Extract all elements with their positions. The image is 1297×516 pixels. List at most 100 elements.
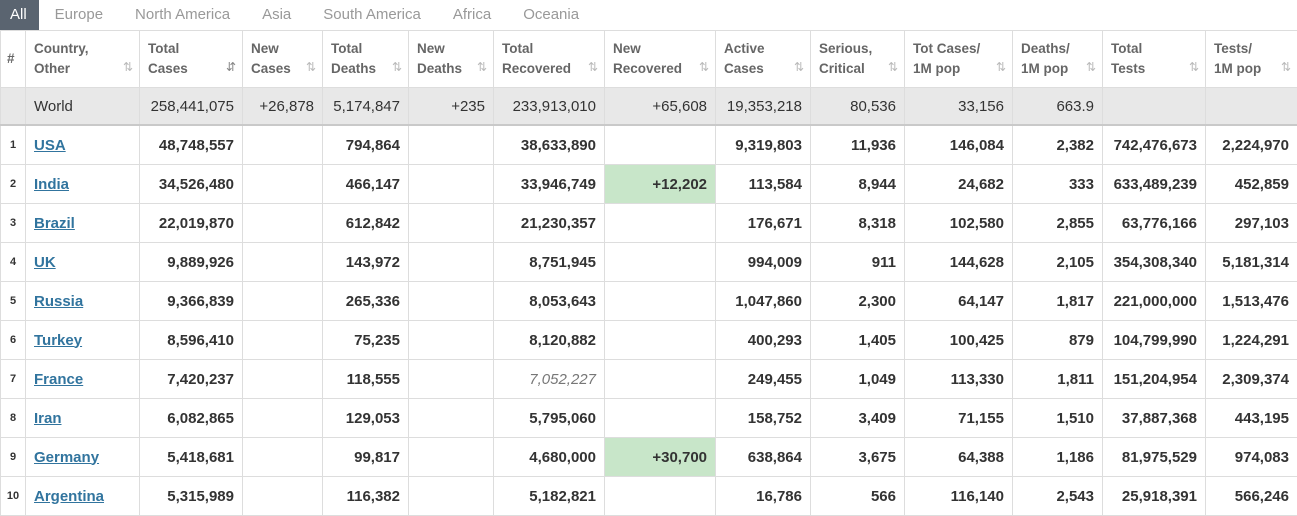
total-tests-cell: 104,799,990 bbox=[1103, 321, 1206, 360]
tab-south-america[interactable]: South America bbox=[307, 0, 437, 30]
new-deaths-cell bbox=[409, 243, 494, 282]
tests-per-million-cell: 2,224,970 bbox=[1206, 125, 1297, 165]
total-deaths-cell: 5,174,847 bbox=[323, 88, 409, 126]
country-link[interactable]: UK bbox=[34, 254, 56, 271]
new-deaths-cell bbox=[409, 438, 494, 477]
sort-icon[interactable]: ⇅ bbox=[996, 57, 1006, 77]
world-row: World 258,441,075 +26,878 5,174,847 +235… bbox=[1, 88, 1297, 126]
header-index: # bbox=[1, 31, 26, 88]
row-index: 4 bbox=[1, 243, 26, 282]
new-recovered-cell bbox=[605, 360, 716, 399]
serious-critical-cell: 2,300 bbox=[811, 282, 905, 321]
new-recovered-cell bbox=[605, 125, 716, 165]
total-tests-cell: 37,887,368 bbox=[1103, 399, 1206, 438]
header-cases-per-million-l1: Tot Cases/ bbox=[913, 41, 980, 56]
total-tests-cell: 354,308,340 bbox=[1103, 243, 1206, 282]
header-tests-per-million-l1: Tests/ bbox=[1214, 41, 1252, 56]
country-link[interactable]: Germany bbox=[34, 449, 99, 466]
tab-north-america[interactable]: North America bbox=[119, 0, 246, 30]
serious-critical-cell: 80,536 bbox=[811, 88, 905, 126]
cases-per-million-cell: 33,156 bbox=[905, 88, 1013, 126]
sort-icon[interactable]: ⇅ bbox=[392, 57, 402, 77]
sort-icon[interactable]: ⇅ bbox=[1086, 57, 1096, 77]
new-recovered-cell: +65,608 bbox=[605, 88, 716, 126]
tab-oceania[interactable]: Oceania bbox=[507, 0, 595, 30]
total-deaths-cell: 466,147 bbox=[323, 165, 409, 204]
header-new-deaths-l1: New bbox=[417, 41, 445, 56]
sort-icon[interactable]: ⇅ bbox=[1281, 57, 1291, 77]
new-deaths-cell bbox=[409, 204, 494, 243]
new-deaths-cell: +235 bbox=[409, 88, 494, 126]
header-tests-per-million[interactable]: Tests/1M pop⇅ bbox=[1206, 31, 1297, 88]
new-deaths-cell bbox=[409, 477, 494, 516]
deaths-per-million-cell: 1,186 bbox=[1013, 438, 1103, 477]
country-cell: India bbox=[26, 165, 140, 204]
tests-per-million-cell: 297,103 bbox=[1206, 204, 1297, 243]
header-deaths-per-million-l1: Deaths/ bbox=[1021, 41, 1070, 56]
tests-per-million-cell: 443,195 bbox=[1206, 399, 1297, 438]
serious-critical-cell: 8,318 bbox=[811, 204, 905, 243]
sort-icon[interactable]: ⇅ bbox=[699, 57, 709, 77]
row-index: 3 bbox=[1, 204, 26, 243]
sort-icon[interactable]: ⇅ bbox=[123, 57, 133, 77]
sort-icon[interactable]: ⇅ bbox=[1189, 57, 1199, 77]
country-cell: France bbox=[26, 360, 140, 399]
header-serious-critical-l2: Critical bbox=[819, 61, 865, 76]
total-deaths-cell: 75,235 bbox=[323, 321, 409, 360]
sort-icon[interactable]: ⇅ bbox=[477, 57, 487, 77]
deaths-per-million-cell: 1,817 bbox=[1013, 282, 1103, 321]
country-link[interactable]: Iran bbox=[34, 410, 62, 427]
active-cases-cell: 400,293 bbox=[716, 321, 811, 360]
country-link[interactable]: Russia bbox=[34, 293, 83, 310]
total-recovered-cell: 33,946,749 bbox=[494, 165, 605, 204]
total-cases-cell: 6,082,865 bbox=[140, 399, 243, 438]
serious-critical-cell: 1,405 bbox=[811, 321, 905, 360]
header-cases-per-million[interactable]: Tot Cases/1M pop⇅ bbox=[905, 31, 1013, 88]
deaths-per-million-cell: 1,811 bbox=[1013, 360, 1103, 399]
cases-per-million-cell: 100,425 bbox=[905, 321, 1013, 360]
tab-all[interactable]: All bbox=[0, 0, 39, 30]
sort-icon[interactable]: ⇅ bbox=[588, 57, 598, 77]
total-recovered-cell: 8,120,882 bbox=[494, 321, 605, 360]
country-link[interactable]: Argentina bbox=[34, 488, 104, 505]
header-deaths-per-million[interactable]: Deaths/1M pop ⇅ bbox=[1013, 31, 1103, 88]
header-country[interactable]: Country, Other ⇅ bbox=[26, 31, 140, 88]
sort-icon[interactable]: ⇅ bbox=[306, 57, 316, 77]
new-deaths-cell bbox=[409, 125, 494, 165]
sort-desc-icon[interactable]: ⇵ bbox=[226, 57, 236, 77]
country-link[interactable]: Brazil bbox=[34, 215, 75, 232]
total-deaths-cell: 116,382 bbox=[323, 477, 409, 516]
country-link[interactable]: France bbox=[34, 371, 83, 388]
total-cases-cell: 5,315,989 bbox=[140, 477, 243, 516]
deaths-per-million-cell: 879 bbox=[1013, 321, 1103, 360]
tab-europe[interactable]: Europe bbox=[39, 0, 119, 30]
serious-critical-cell: 911 bbox=[811, 243, 905, 282]
sort-icon[interactable]: ⇅ bbox=[794, 57, 804, 77]
serious-critical-cell: 11,936 bbox=[811, 125, 905, 165]
tab-asia[interactable]: Asia bbox=[246, 0, 307, 30]
header-serious-critical[interactable]: Serious,Critical⇅ bbox=[811, 31, 905, 88]
tests-per-million-cell: 1,513,476 bbox=[1206, 282, 1297, 321]
tab-africa[interactable]: Africa bbox=[437, 0, 507, 30]
header-new-cases-l2: Cases bbox=[251, 61, 291, 76]
header-country-l2: Other bbox=[34, 61, 70, 76]
sort-icon[interactable]: ⇅ bbox=[888, 57, 898, 77]
cases-per-million-cell: 146,084 bbox=[905, 125, 1013, 165]
country-link[interactable]: USA bbox=[34, 137, 66, 154]
active-cases-cell: 19,353,218 bbox=[716, 88, 811, 126]
cases-per-million-cell: 71,155 bbox=[905, 399, 1013, 438]
country-link[interactable]: Turkey bbox=[34, 332, 82, 349]
country-link[interactable]: India bbox=[34, 176, 69, 193]
header-country-l1: Country, bbox=[34, 41, 89, 56]
header-deaths-per-million-l2: 1M pop bbox=[1021, 61, 1068, 76]
